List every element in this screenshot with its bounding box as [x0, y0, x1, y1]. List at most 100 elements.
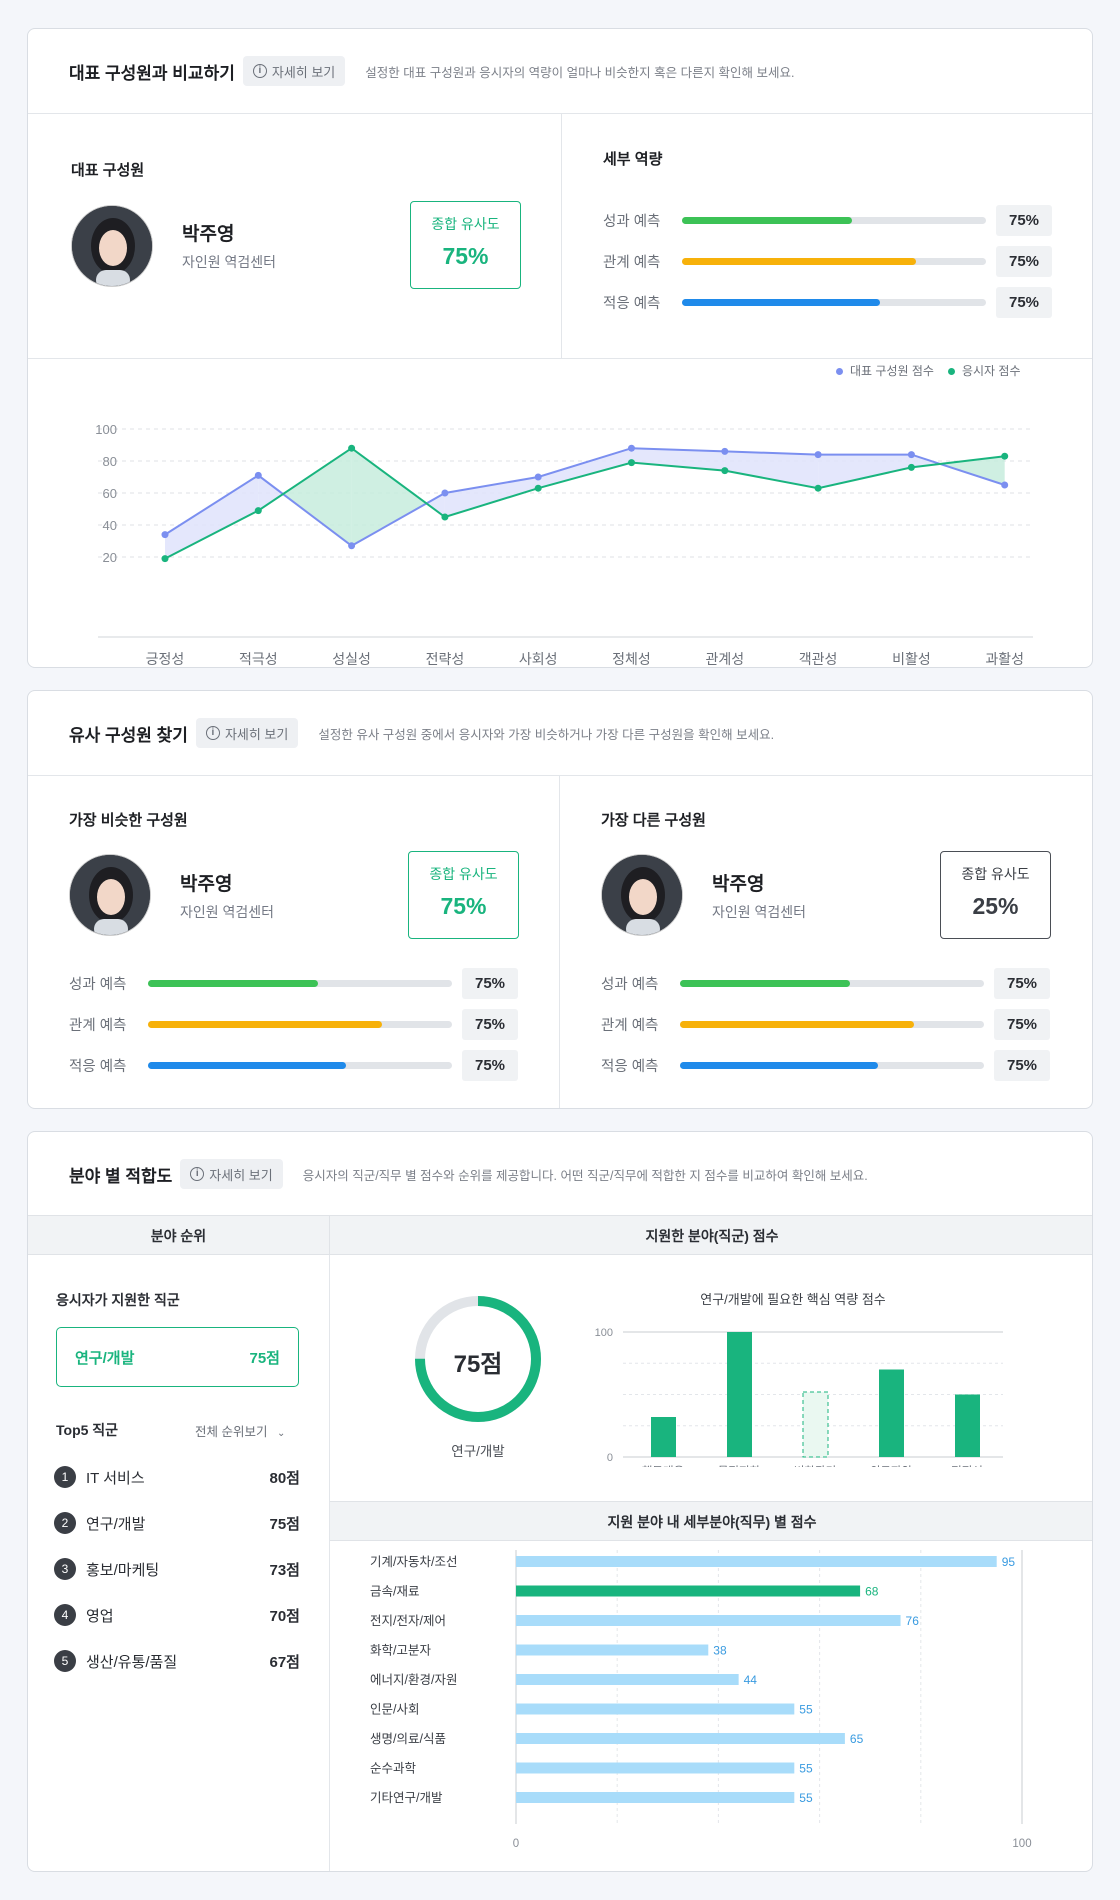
bar-track [148, 1020, 452, 1028]
gap-area [818, 454, 912, 489]
y-tick-label: 100 [95, 422, 117, 437]
rank-score: 70점 [269, 1607, 301, 1625]
similar-desc: 설정한 유사 구성원 중에서 응시자와 가장 비슷하거나 가장 다른 구성원을 … [318, 727, 775, 742]
similarity-box: 종합 유사도 75% [410, 201, 521, 289]
compare-card: 대표 구성원과 비교하기 i 자세히 보기 설정한 대표 구성원과 응시자의 역… [27, 28, 1093, 668]
core-competency-chart: 100 0 행동대응 목적지향 변화관리 의도파악 정직성 [595, 1327, 1003, 1467]
subfield-bar [516, 1585, 861, 1597]
x-max-label: 100 [1012, 1838, 1031, 1850]
subfield-value: 76 [906, 1614, 920, 1628]
bar-value: 75% [996, 286, 1052, 318]
subfield-chart: 기계/자동차/조선 95 금속/재료 68 전지/전자/제어 76 화학/고분자 38 에너지/… [370, 1550, 1032, 1850]
applicant-series-line [164, 446, 1005, 560]
rank-name: 영업 [86, 1607, 114, 1625]
rank-number: 2 [54, 1512, 76, 1534]
info-icon: i [205, 726, 220, 740]
x-tick-label: 과활성 [985, 651, 1024, 667]
bar-value: 75% [462, 967, 518, 999]
y-tick-label: 20 [103, 550, 117, 565]
applicant-point [441, 513, 449, 521]
subfield-value: 44 [744, 1673, 758, 1687]
score-column-header: 지원한 분야(직군) 점수 [329, 1215, 1092, 1255]
bar-fill [682, 257, 917, 265]
bar-value: 75% [462, 1049, 518, 1081]
subfield-bar [516, 1644, 709, 1656]
line-chart: 100 80 60 40 20 긍정성 적극성 성실성 전략성 사회성 정체성 관계성 객관성 비활성 과활… [95, 422, 1033, 667]
subfield-bar [516, 1674, 739, 1685]
subfield-label: 기계/자동차/조선 [370, 1555, 457, 1569]
person-avatar-icon [72, 206, 152, 286]
similar-title: 유사 구성원 찾기 [69, 725, 188, 745]
competency-bar-row: 관계 예측 75% [603, 245, 1052, 277]
bar-track [680, 1020, 984, 1028]
person-name: 박주영 [182, 224, 235, 245]
rank-name: 생산/유통/품질 [86, 1653, 178, 1671]
bar-value: 75% [994, 1049, 1050, 1081]
divider [559, 776, 560, 1108]
applicant-point [628, 459, 635, 467]
rank-name: 연구/개발 [86, 1515, 146, 1533]
bar-label: 적응 예측 [601, 1058, 659, 1075]
similar-header: 유사 구성원 찾기 i 자세히 보기 설정한 유사 구성원 중에서 응시자와 가… [28, 691, 1092, 776]
bar-fill [682, 216, 853, 224]
applicant-point [814, 484, 822, 492]
applicant-point [1001, 452, 1009, 460]
bar-label: 성과 예측 [601, 976, 659, 993]
rank-item: 4 영업 70점 [54, 1600, 300, 1630]
rank-score: 75점 [269, 1515, 301, 1533]
x-tick-label: 비활성 [892, 651, 931, 667]
subfield-bar [516, 1733, 845, 1744]
gap-area [724, 451, 819, 489]
legend-item: 응시자 점수 [947, 362, 1021, 379]
person-dept: 자인원 역검센터 [182, 254, 277, 270]
subfield-bar [516, 1615, 901, 1626]
all-rank-link[interactable]: 전체 순위보기 ⌄ [195, 1421, 285, 1440]
chevron-down-icon: ⌄ [276, 1428, 286, 1439]
core-bar [879, 1369, 904, 1457]
rank-item: 2 연구/개발 75점 [54, 1508, 300, 1538]
core-chart-title: 연구/개발에 필요한 핵심 역량 점수 [700, 1292, 886, 1307]
bar-label: 적응 예측 [69, 1058, 127, 1075]
person-name: 박주영 [180, 874, 233, 895]
competency-bar-row: 관계 예측 75% [69, 1008, 518, 1040]
x-tick-label: 객관성 [799, 651, 838, 667]
chart-legend: 대표 구성원 점수 응시자 점수 [836, 362, 1021, 379]
subfield-label: 인문/사회 [370, 1703, 419, 1717]
gap-area [351, 448, 427, 546]
legend-label: 응시자 점수 [961, 364, 1021, 378]
person-dept: 자인원 역검센터 [180, 904, 275, 920]
competency-bar-row: 성과 예측 75% [69, 967, 518, 999]
rep-point [907, 451, 915, 459]
fit-title: 분야 별 적합도 [69, 1166, 173, 1186]
fit-detail-button[interactable]: i 자세히 보기 [180, 1159, 283, 1189]
subfield-value: 68 [865, 1585, 879, 1599]
bar-fill [148, 1061, 346, 1069]
detail-heading: 세부 역량 [603, 151, 663, 168]
bar-fill [680, 979, 851, 987]
bar-value: 75% [996, 204, 1052, 236]
fit-desc: 응시자의 직군/직무 별 점수와 순위를 제공합니다. 어떤 직군/직무에 적합… [302, 1168, 868, 1183]
person-avatar-icon [602, 855, 682, 935]
y-min-label: 0 [607, 1452, 613, 1464]
compare-detail-button[interactable]: i 자세히 보기 [242, 56, 346, 86]
bar-label: 관계 예측 [603, 254, 661, 271]
bar-label: 적응 예측 [603, 295, 661, 312]
applied-score: 75점 [249, 1349, 281, 1367]
rep-point [254, 471, 262, 479]
competency-bar-row: 적응 예측 75% [603, 286, 1052, 318]
core-bar [727, 1332, 752, 1457]
fit-card: 분야 별 적합도 i 자세히 보기 응시자의 직군/직무 별 점수와 순위를 제… [27, 1131, 1093, 1872]
subfield-value: 55 [799, 1791, 813, 1805]
gap-area [258, 475, 284, 511]
applicant-point [534, 484, 542, 492]
core-bar-label: 변화관리 [794, 1465, 836, 1467]
core-bar-label: 정직성 [951, 1465, 983, 1467]
y-tick-label: 40 [103, 518, 117, 533]
similarity-label: 종합 유사도 [431, 216, 500, 232]
gap-area [444, 477, 539, 517]
rank-number: 3 [54, 1558, 76, 1580]
similar-detail-button[interactable]: i 자세히 보기 [195, 718, 299, 748]
similarity-box: 종합 유사도 75% [408, 851, 519, 939]
x-tick-label: 관계성 [705, 651, 744, 667]
core-bar-label: 행동대응 [642, 1465, 684, 1467]
